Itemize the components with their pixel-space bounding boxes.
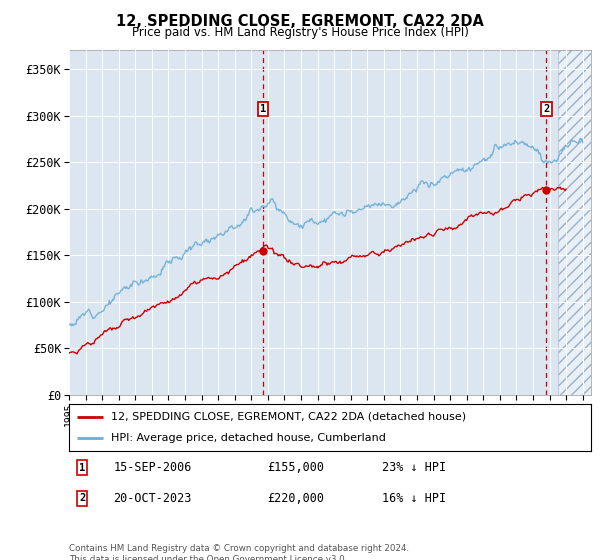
Text: 23% ↓ HPI: 23% ↓ HPI bbox=[382, 461, 446, 474]
Text: 2: 2 bbox=[543, 104, 549, 114]
Text: 1: 1 bbox=[79, 463, 85, 473]
Text: 20-OCT-2023: 20-OCT-2023 bbox=[113, 492, 192, 505]
Text: £220,000: £220,000 bbox=[268, 492, 325, 505]
Text: 12, SPEDDING CLOSE, EGREMONT, CA22 2DA: 12, SPEDDING CLOSE, EGREMONT, CA22 2DA bbox=[116, 14, 484, 29]
Text: 15-SEP-2006: 15-SEP-2006 bbox=[113, 461, 192, 474]
Bar bbox=[558, 50, 591, 395]
Text: 1: 1 bbox=[260, 104, 266, 114]
Text: 12, SPEDDING CLOSE, EGREMONT, CA22 2DA (detached house): 12, SPEDDING CLOSE, EGREMONT, CA22 2DA (… bbox=[111, 412, 466, 422]
Text: 16% ↓ HPI: 16% ↓ HPI bbox=[382, 492, 446, 505]
Text: Price paid vs. HM Land Registry's House Price Index (HPI): Price paid vs. HM Land Registry's House … bbox=[131, 26, 469, 39]
Bar bbox=[558, 50, 591, 395]
Text: 2: 2 bbox=[79, 493, 85, 503]
Text: Contains HM Land Registry data © Crown copyright and database right 2024.
This d: Contains HM Land Registry data © Crown c… bbox=[69, 544, 409, 560]
Text: HPI: Average price, detached house, Cumberland: HPI: Average price, detached house, Cumb… bbox=[111, 433, 386, 444]
Text: £155,000: £155,000 bbox=[268, 461, 325, 474]
